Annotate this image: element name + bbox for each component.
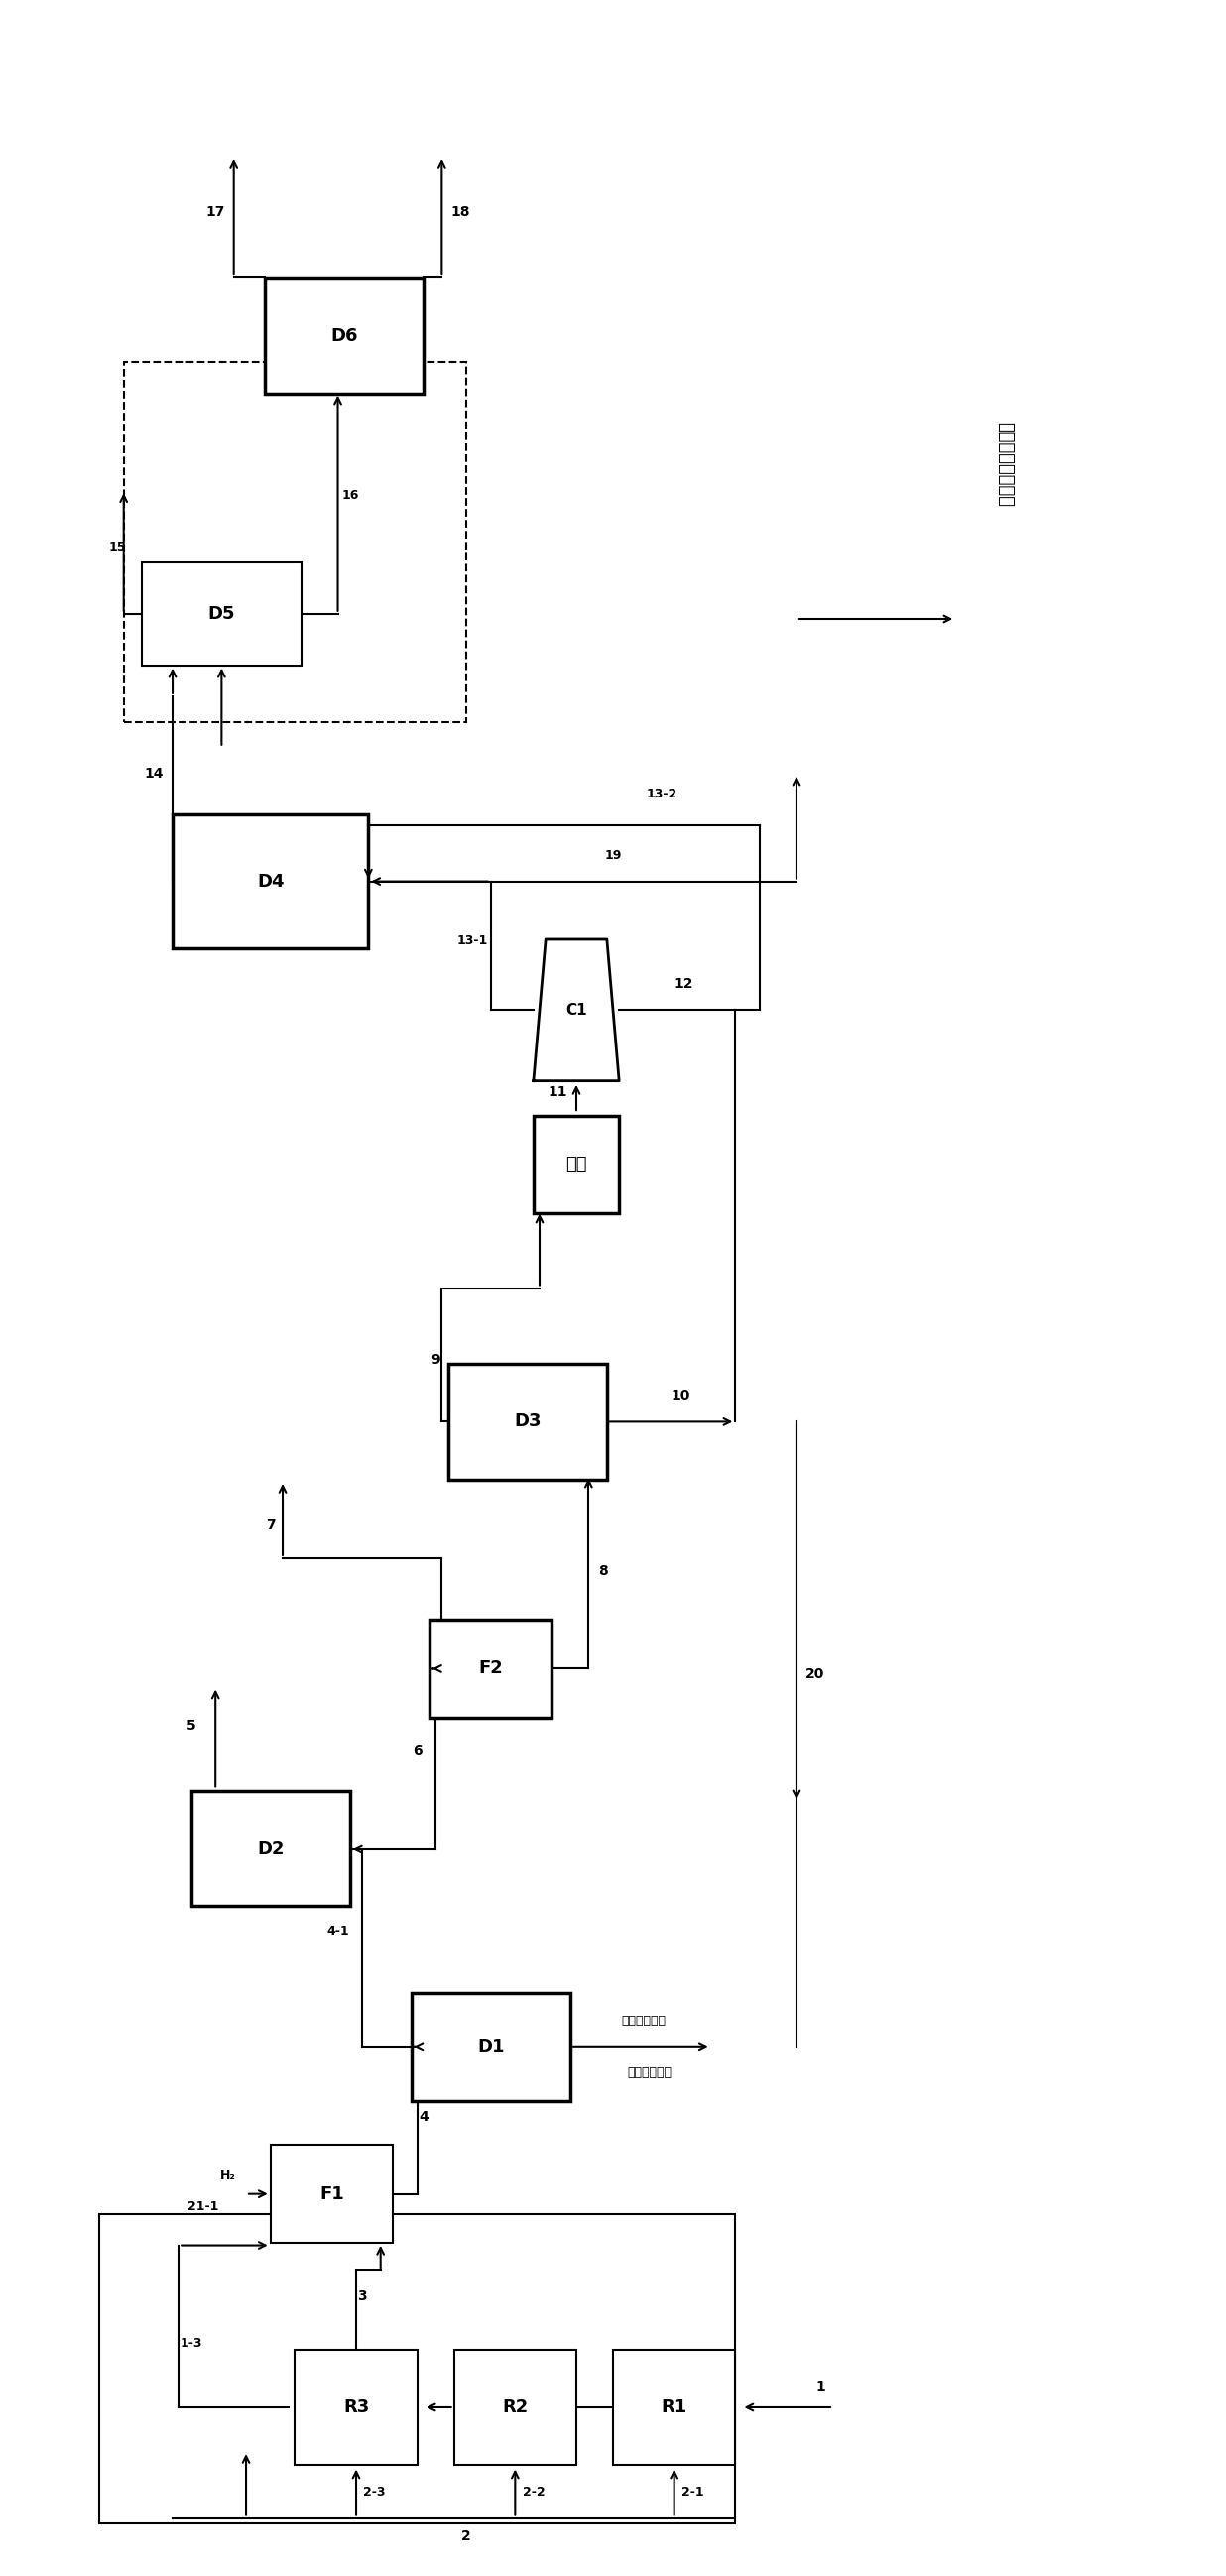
Text: 13-1: 13-1 [457, 935, 488, 948]
Text: 2: 2 [461, 2530, 471, 2543]
Text: 10: 10 [671, 1388, 690, 1404]
Text: 17: 17 [206, 206, 226, 219]
Text: 2-2: 2-2 [522, 2486, 544, 2499]
Text: 3: 3 [358, 2290, 367, 2303]
Bar [295, 2349, 417, 2465]
Text: F2: F2 [478, 1659, 503, 1677]
Bar [265, 278, 423, 394]
Text: 5: 5 [186, 1718, 196, 1734]
Text: 19: 19 [604, 850, 622, 863]
Text: H₂: H₂ [219, 2169, 235, 2182]
Bar [447, 1363, 607, 1479]
Text: D3: D3 [514, 1412, 541, 1430]
Bar [142, 562, 302, 665]
Text: 2-3: 2-3 [363, 2486, 386, 2499]
Text: 18: 18 [450, 206, 470, 219]
Bar [613, 2349, 736, 2465]
Text: D1: D1 [477, 2038, 504, 2056]
Text: D5: D5 [208, 605, 235, 623]
Text: R1: R1 [661, 2398, 688, 2416]
Text: D2: D2 [257, 1839, 284, 1857]
Text: R3: R3 [343, 2398, 369, 2416]
Text: 21-1: 21-1 [188, 2200, 218, 2213]
Text: 16: 16 [341, 489, 359, 502]
Text: 13-2: 13-2 [646, 788, 678, 801]
Text: 6: 6 [412, 1744, 422, 1759]
Text: C1: C1 [565, 1002, 587, 1018]
Text: D4: D4 [257, 873, 284, 891]
Text: F1: F1 [320, 2184, 345, 2202]
Text: 炼器: 炼器 [565, 1157, 587, 1175]
Bar [429, 1620, 552, 1718]
Text: 8: 8 [598, 1564, 608, 1579]
Bar [454, 2349, 576, 2465]
Bar [124, 361, 466, 721]
Bar [191, 1790, 349, 1906]
Bar [99, 2215, 736, 2522]
Bar [271, 2146, 392, 2244]
Text: 4-1: 4-1 [326, 1924, 349, 1937]
Text: 15: 15 [109, 541, 126, 554]
Text: 2-1: 2-1 [682, 2486, 704, 2499]
Text: 1: 1 [817, 2380, 826, 2393]
Polygon shape [533, 940, 619, 1082]
Text: 7: 7 [266, 1517, 276, 1533]
Text: 14: 14 [145, 768, 164, 781]
Text: 20: 20 [805, 1667, 824, 1682]
Text: D6: D6 [330, 327, 358, 345]
Text: 9: 9 [430, 1352, 440, 1368]
Text: 4: 4 [418, 2110, 428, 2123]
Text: 12: 12 [674, 976, 694, 992]
Bar [173, 814, 368, 948]
Bar [533, 1115, 619, 1213]
Bar [411, 1994, 570, 2102]
Text: 1-3: 1-3 [180, 2336, 202, 2349]
Text: R2: R2 [503, 2398, 528, 2416]
Text: 绿油和重物流: 绿油和重物流 [622, 2014, 666, 2027]
Text: 溶剂净化用蒸馈塔: 溶剂净化用蒸馈塔 [996, 422, 1014, 507]
Text: 绻油和重物流: 绻油和重物流 [628, 2066, 672, 2079]
Text: 11: 11 [548, 1084, 568, 1100]
